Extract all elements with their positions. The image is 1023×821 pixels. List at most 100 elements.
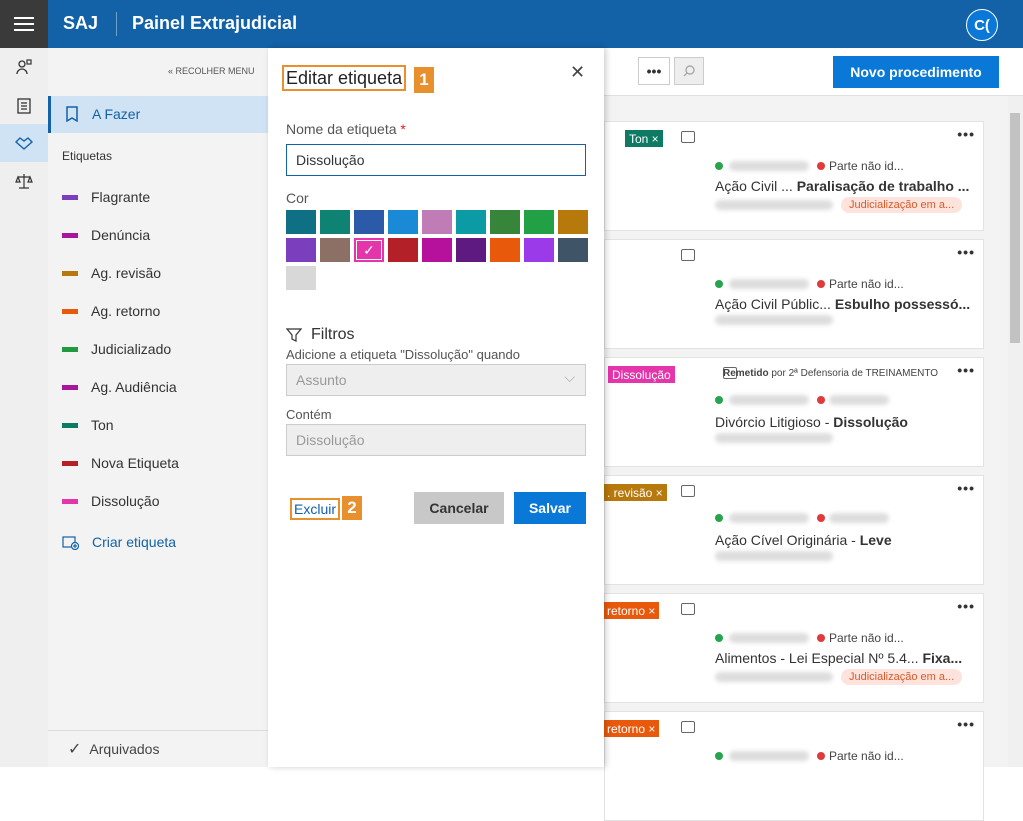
- user-avatar[interactable]: C(: [966, 9, 998, 41]
- tag-label: Nova Etiqueta: [91, 455, 179, 471]
- tag-color-swatch: [62, 346, 78, 352]
- archived-button[interactable]: ✓ Arquivados: [48, 730, 268, 767]
- color-swatch[interactable]: [524, 210, 554, 234]
- field-select-value: Assunto: [296, 372, 347, 388]
- filters-header: Filtros: [286, 326, 355, 344]
- color-swatch[interactable]: [286, 210, 316, 234]
- color-swatch[interactable]: [558, 238, 588, 262]
- card-menu-button[interactable]: •••: [957, 716, 975, 732]
- parties-line: Parte não id...: [715, 159, 904, 173]
- color-swatch[interactable]: [388, 210, 418, 234]
- minus-icon: [817, 514, 825, 522]
- search-icon[interactable]: [674, 57, 704, 85]
- color-swatch[interactable]: [456, 238, 486, 262]
- collapse-menu-button[interactable]: « RECOLHER MENU: [168, 66, 255, 76]
- parties-line: [715, 395, 889, 405]
- card-tag-chip[interactable]: retorno ×: [603, 720, 660, 737]
- party-label: Parte não id...: [829, 749, 904, 763]
- tag-name-input[interactable]: Dissolução: [286, 144, 586, 176]
- sidebar-tag-item[interactable]: Flagrante: [62, 187, 150, 207]
- scale-icon[interactable]: [0, 162, 48, 200]
- add-tag-icon[interactable]: [681, 131, 695, 143]
- save-button[interactable]: Salvar: [514, 492, 586, 524]
- color-swatch[interactable]: ✓: [354, 238, 384, 262]
- card-menu-button[interactable]: •••: [957, 362, 975, 378]
- cancel-button[interactable]: Cancelar: [414, 492, 504, 524]
- color-swatch[interactable]: [490, 210, 520, 234]
- add-tag-icon[interactable]: [681, 603, 695, 615]
- plus-icon: [715, 396, 723, 404]
- color-swatch[interactable]: [490, 238, 520, 262]
- sidebar-tag-item[interactable]: Ag. Audiência: [62, 377, 177, 397]
- sidebar-tag-item[interactable]: Dissolução: [62, 491, 159, 511]
- card-menu-button[interactable]: •••: [957, 126, 975, 142]
- card-menu-button[interactable]: •••: [957, 480, 975, 496]
- create-tag-button[interactable]: Criar etiqueta: [62, 534, 176, 550]
- status-badge: Judicialização em a...: [841, 669, 963, 685]
- close-icon[interactable]: ✕: [570, 62, 586, 82]
- card-tag-chip[interactable]: Ton ×: [625, 130, 663, 147]
- card-title-class: Ação Civil ...: [715, 178, 797, 194]
- redacted-text: [729, 751, 809, 761]
- color-swatch[interactable]: [524, 238, 554, 262]
- card-title-class: Alimentos - Lei Especial Nº 5.4...: [715, 650, 923, 666]
- redacted-text: [715, 200, 833, 210]
- delete-button[interactable]: Excluir: [290, 498, 341, 520]
- sidebar-tag-item[interactable]: Nova Etiqueta: [62, 453, 179, 473]
- card-title: Ação Civil Públic... Esbulho possessó...: [715, 296, 970, 312]
- clipboard-icon[interactable]: [0, 86, 48, 124]
- card-menu-button[interactable]: •••: [957, 598, 975, 614]
- redacted-text: [715, 672, 833, 682]
- minus-icon: [817, 752, 825, 760]
- check-icon: ✓: [68, 741, 82, 758]
- color-swatch[interactable]: [422, 210, 452, 234]
- card-title: Ação Cível Originária - Leve: [715, 532, 892, 548]
- sidebar-tag-item[interactable]: Judicializado: [62, 339, 171, 359]
- users-icon[interactable]: [0, 48, 48, 86]
- color-swatch[interactable]: [558, 210, 588, 234]
- plus-icon: [715, 280, 723, 288]
- procedure-card[interactable]: Dissolução ••• Remetido por 2ª Defensoria …: [604, 357, 984, 467]
- tags-heading: Etiquetas: [62, 149, 113, 163]
- color-swatch[interactable]: [422, 238, 452, 262]
- color-swatch[interactable]: [354, 210, 384, 234]
- sidebar-item-a-fazer[interactable]: A Fazer: [48, 96, 268, 133]
- add-tag-icon[interactable]: [681, 249, 695, 261]
- color-swatch[interactable]: [286, 266, 316, 290]
- filters-title: Filtros: [311, 326, 355, 343]
- card-tag-chip[interactable]: . revisão ×: [603, 484, 667, 501]
- sidebar-tag-item[interactable]: Ton: [62, 415, 114, 435]
- handshake-icon[interactable]: [0, 124, 48, 162]
- add-tag-icon[interactable]: [681, 721, 695, 733]
- color-swatch[interactable]: [286, 238, 316, 262]
- tag-name-label-text: Nome da etiqueta: [286, 121, 397, 137]
- card-menu-button[interactable]: •••: [957, 244, 975, 260]
- scrollbar[interactable]: [1008, 96, 1023, 767]
- top-bar: SAJ Painel Extrajudicial C(: [0, 0, 1023, 48]
- procedure-card[interactable]: Ton × ••• Parte não id... Ação Civil ... Pa…: [604, 121, 984, 231]
- divider: [116, 12, 117, 36]
- more-options-button[interactable]: •••: [638, 57, 670, 85]
- new-procedure-button[interactable]: Novo procedimento: [833, 56, 999, 88]
- procedure-card[interactable]: retorno × ••• Parte não id... Alimentos - L…: [603, 593, 984, 703]
- hamburger-menu-icon[interactable]: [0, 0, 48, 48]
- color-swatch[interactable]: [456, 210, 486, 234]
- add-tag-icon[interactable]: [723, 367, 737, 379]
- sidebar-tag-item[interactable]: Ag. revisão: [62, 263, 161, 283]
- scrollbar-thumb[interactable]: [1010, 113, 1020, 343]
- color-swatch[interactable]: [388, 238, 418, 262]
- card-tag-chip[interactable]: retorno ×: [603, 602, 660, 619]
- color-swatch[interactable]: [320, 238, 350, 262]
- sidebar-tag-item[interactable]: Denúncia: [62, 225, 150, 245]
- filters-description: Adicione a etiqueta "Dissolução" quando: [286, 347, 520, 362]
- tag-color-swatch: [62, 232, 78, 238]
- tag-name-label: Nome da etiqueta *: [286, 121, 406, 137]
- add-tag-icon[interactable]: [681, 485, 695, 497]
- card-tag-chip[interactable]: Dissolução: [608, 366, 675, 383]
- procedure-card[interactable]: ••• Parte não id... Ação Civil Públic... E…: [604, 239, 984, 349]
- color-swatch[interactable]: [320, 210, 350, 234]
- check-icon: ✓: [363, 241, 375, 258]
- sidebar-tag-item[interactable]: Ag. retorno: [62, 301, 160, 321]
- procedure-card[interactable]: . revisão × ••• Ação Cível Originária - Le…: [603, 475, 984, 585]
- procedure-card[interactable]: retorno × ••• Parte não id...: [603, 711, 984, 821]
